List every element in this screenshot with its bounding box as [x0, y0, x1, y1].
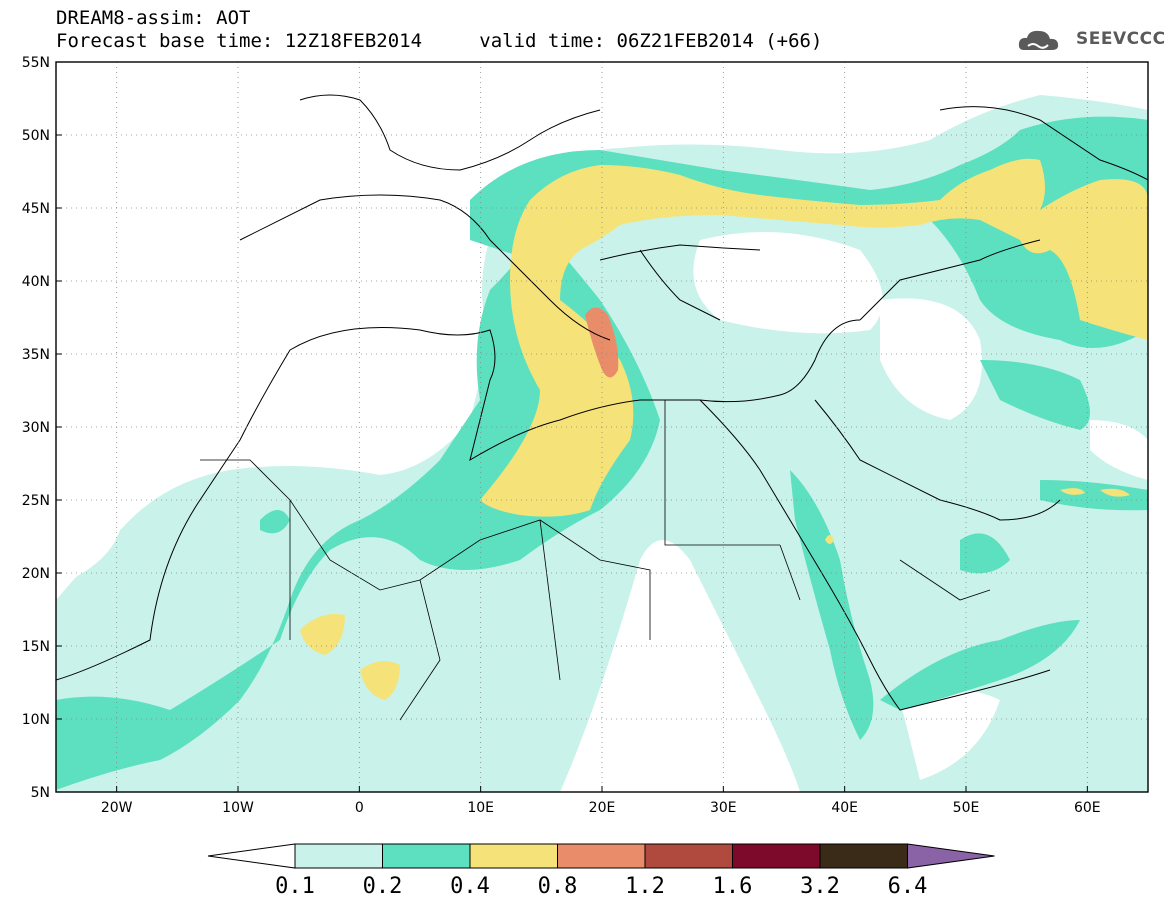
- lon-tick-label: 20E: [589, 800, 616, 816]
- lon-tick-label: 40E: [831, 800, 858, 816]
- lon-tick-label: 10E: [467, 800, 494, 816]
- coastlines: [56, 94, 1148, 711]
- lat-tick-label: 20N: [22, 566, 50, 582]
- colorbar-segment: [732, 843, 821, 869]
- valid-time: valid time: 06Z21FEB2014 (+66): [479, 30, 823, 52]
- country-borders: [200, 400, 991, 721]
- graticule: [56, 62, 1148, 792]
- lat-tick-label: 25N: [22, 493, 50, 509]
- colorbar-segment: [644, 843, 733, 869]
- lat-tick-label: 5N: [31, 785, 50, 801]
- lat-tick-label: 40N: [22, 274, 50, 290]
- lat-tick-label: 50N: [22, 128, 50, 144]
- lon-tick-label: 0: [355, 800, 364, 816]
- colorbar-segment: [469, 843, 558, 869]
- lon-tick-label: 10W: [222, 800, 254, 816]
- cloud-icon: [1018, 30, 1059, 50]
- lon-tick-label: 20W: [101, 800, 133, 816]
- colorbar-label: 3.2: [800, 874, 840, 899]
- lon-tick-label: 60E: [1074, 800, 1101, 816]
- lat-tick-labels: 55N 50N 45N 40N 35N 30N 25N 20N 15N 10N 5N: [22, 55, 62, 801]
- lat-tick-label: 10N: [22, 712, 50, 728]
- low-aot-regions: [56, 232, 1148, 792]
- colorbar-segment: [819, 843, 908, 869]
- colorbar-label: 1.6: [713, 874, 753, 899]
- forecast-base-time: Forecast base time: 12Z18FEB2014: [56, 30, 423, 52]
- lon-tick-label: 50E: [953, 800, 980, 816]
- colorbar-label: 1.2: [625, 874, 665, 899]
- colorbar-label: 6.4: [888, 874, 928, 899]
- colorbar: 0.1 0.2 0.4 0.8 1.2 1.6 3.2 6.4: [207, 843, 995, 899]
- colorbar-upper-extension: [907, 843, 995, 869]
- colorbar-lower-extension: [207, 843, 296, 869]
- logo-text: SEEVCCC: [1076, 29, 1165, 49]
- colorbar-segment: [294, 843, 383, 869]
- lat-tick-label: 45N: [22, 201, 50, 217]
- lon-tick-labels: 20W 10W 0 10E 20E 30E 40E 50E 60E: [101, 786, 1101, 816]
- colorbar-label: 0.4: [450, 874, 490, 899]
- lon-tick-label: 30E: [710, 800, 737, 816]
- lat-tick-label: 15N: [22, 639, 50, 655]
- colorbar-segment: [557, 843, 646, 869]
- lat-tick-label: 30N: [22, 420, 50, 436]
- map-title: DREAM8-assim: AOT: [56, 7, 251, 29]
- colorbar-label: 0.2: [363, 874, 403, 899]
- aot-field: [56, 94, 1148, 792]
- colorbar-label: 0.8: [538, 874, 578, 899]
- lat-tick-label: 55N: [22, 55, 50, 71]
- colorbar-label: 0.1: [275, 874, 315, 899]
- forecast-times: Forecast base time: 12Z18FEB2014 valid t…: [56, 31, 822, 51]
- aot-band-0.4: [300, 158, 1148, 700]
- lat-tick-label: 35N: [22, 347, 50, 363]
- colorbar-segment: [382, 843, 471, 869]
